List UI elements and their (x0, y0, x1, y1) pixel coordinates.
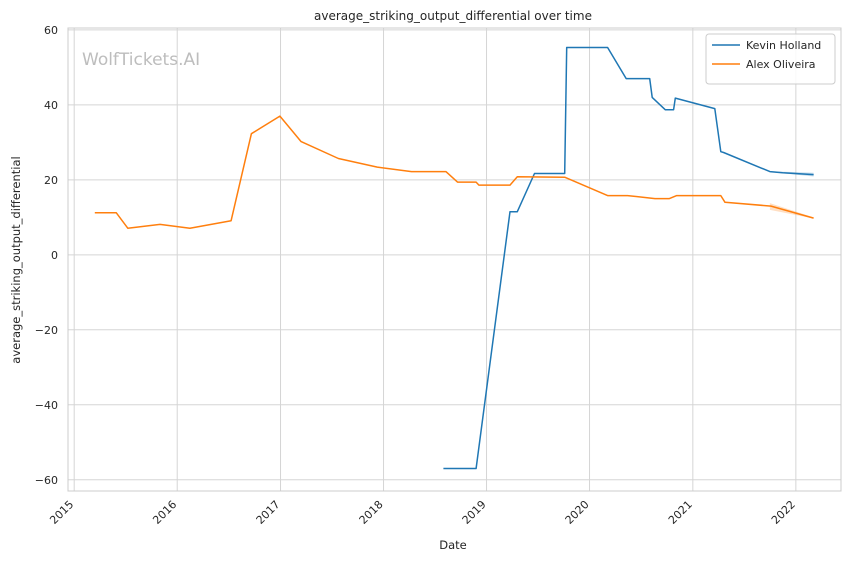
watermark-text: WolfTickets.AI (82, 50, 200, 70)
y-tick-label: −40 (35, 399, 58, 412)
series-lines (94, 46, 814, 470)
x-axis-title: Date (439, 538, 467, 552)
y-tick-label: 60 (44, 24, 58, 37)
legend: Kevin Holland Alex Oliveira (705, 33, 836, 85)
y-tick-labels: 60 40 20 0 −20 −40 −60 (35, 24, 58, 487)
legend-box (705, 33, 836, 85)
y-tick-label: 40 (44, 99, 58, 112)
y-tick-label: 20 (44, 174, 58, 187)
y-axis-title: average_striking_output_differential (9, 156, 23, 363)
series-line (443, 46, 814, 470)
series-line (94, 115, 814, 229)
legend-items: Kevin Holland Alex Oliveira (712, 39, 821, 71)
legend-label: Alex Oliveira (746, 58, 816, 71)
plot-area-frame (67, 27, 842, 492)
y-tick-label: −20 (35, 324, 58, 337)
y-tick-label: −60 (35, 474, 58, 487)
y-tick-label: 0 (51, 249, 58, 262)
legend-label: Kevin Holland (746, 39, 821, 52)
chart-title: average_striking_output_differential ove… (314, 9, 592, 23)
